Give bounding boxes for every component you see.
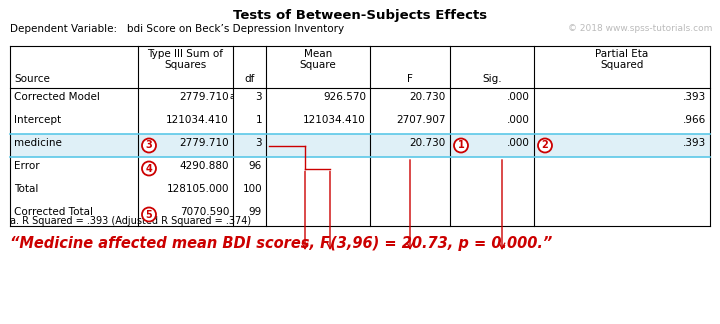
Bar bbox=[10, 46, 710, 226]
Text: a. R Squared = .393 (Adjusted R Squared = .374): a. R Squared = .393 (Adjusted R Squared … bbox=[10, 216, 251, 226]
Circle shape bbox=[538, 138, 552, 153]
Text: .000: .000 bbox=[507, 92, 530, 102]
Text: 4: 4 bbox=[145, 164, 153, 173]
Text: Corrected Total: Corrected Total bbox=[14, 207, 93, 217]
Text: Tests of Between-Subjects Effects: Tests of Between-Subjects Effects bbox=[233, 9, 487, 22]
Text: “Medicine affected mean BDI scores, F(3,96) = 20.73, p = 0.000.”: “Medicine affected mean BDI scores, F(3,… bbox=[10, 236, 552, 251]
Text: Sig.: Sig. bbox=[482, 74, 502, 84]
Text: 121034.410: 121034.410 bbox=[166, 115, 229, 125]
Text: 3: 3 bbox=[145, 141, 153, 151]
Circle shape bbox=[142, 207, 156, 222]
Text: Type III Sum of: Type III Sum of bbox=[148, 49, 223, 59]
Text: Mean: Mean bbox=[304, 49, 332, 59]
Text: 5: 5 bbox=[145, 210, 153, 219]
Text: 100: 100 bbox=[243, 184, 262, 194]
Text: 2779.710: 2779.710 bbox=[179, 92, 229, 102]
Text: .000: .000 bbox=[507, 115, 530, 125]
Text: © 2018 www.spss-tutorials.com: © 2018 www.spss-tutorials.com bbox=[567, 24, 712, 33]
Text: Intercept: Intercept bbox=[14, 115, 61, 125]
Text: 20.730: 20.730 bbox=[410, 92, 446, 102]
Text: 96: 96 bbox=[248, 161, 262, 171]
Text: 4290.880: 4290.880 bbox=[179, 161, 229, 171]
Text: Corrected Model: Corrected Model bbox=[14, 92, 100, 102]
Text: 2707.907: 2707.907 bbox=[397, 115, 446, 125]
Text: F: F bbox=[407, 74, 413, 84]
Text: 2: 2 bbox=[541, 141, 549, 151]
Text: medicine: medicine bbox=[14, 138, 62, 148]
Text: 128105.000: 128105.000 bbox=[166, 184, 229, 194]
Text: 3: 3 bbox=[256, 92, 262, 102]
Text: .000: .000 bbox=[507, 138, 530, 148]
Text: 1: 1 bbox=[458, 141, 464, 151]
Text: 7070.590: 7070.590 bbox=[179, 207, 229, 217]
Text: Error: Error bbox=[14, 161, 40, 171]
Text: 2779.710: 2779.710 bbox=[179, 138, 229, 148]
Text: df: df bbox=[244, 74, 255, 84]
Text: 926.570: 926.570 bbox=[323, 92, 366, 102]
Text: 3: 3 bbox=[256, 138, 262, 148]
Text: 121034.410: 121034.410 bbox=[303, 115, 366, 125]
Text: .393: .393 bbox=[683, 92, 706, 102]
Text: Partial Eta: Partial Eta bbox=[595, 49, 649, 59]
Circle shape bbox=[142, 161, 156, 176]
Circle shape bbox=[454, 138, 468, 153]
Text: .966: .966 bbox=[683, 115, 706, 125]
Text: Total: Total bbox=[14, 184, 38, 194]
Circle shape bbox=[142, 138, 156, 153]
Text: Square: Square bbox=[300, 60, 336, 70]
Text: Source: Source bbox=[14, 74, 50, 84]
Text: Dependent Variable:   bdi Score on Beck’s Depression Inventory: Dependent Variable: bdi Score on Beck’s … bbox=[10, 24, 344, 34]
Text: 1: 1 bbox=[256, 115, 262, 125]
Text: Squared: Squared bbox=[600, 60, 644, 70]
Text: 99: 99 bbox=[248, 207, 262, 217]
Text: .393: .393 bbox=[683, 138, 706, 148]
Bar bbox=[10, 134, 710, 157]
Text: 20.730: 20.730 bbox=[410, 138, 446, 148]
Text: Squares: Squares bbox=[164, 60, 207, 70]
Text: a: a bbox=[230, 92, 235, 101]
